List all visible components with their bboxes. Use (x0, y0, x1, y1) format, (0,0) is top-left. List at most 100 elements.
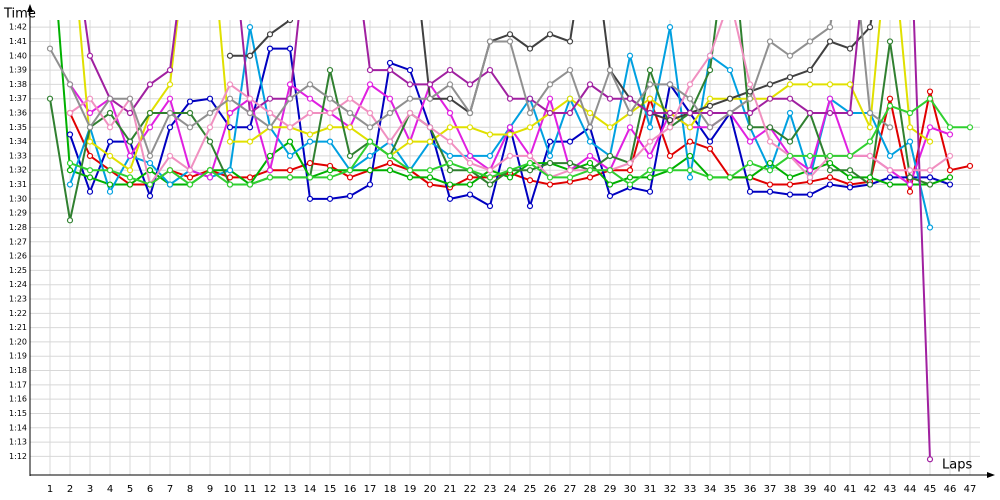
lap-marker (286, 45, 294, 52)
x-tick-label: 21 (444, 484, 457, 495)
x-tick-label: 27 (564, 484, 577, 495)
lap-marker (186, 109, 194, 117)
lap-marker (686, 109, 694, 117)
lap-marker (226, 174, 234, 181)
lap-marker (386, 95, 394, 102)
lap-marker (286, 95, 294, 102)
lap-marker (86, 124, 94, 131)
lap-marker (606, 192, 614, 200)
lap-marker (806, 174, 814, 181)
lap-marker (566, 95, 574, 102)
lap-marker (106, 95, 114, 102)
x-tick-label: 46 (944, 484, 957, 495)
lap-marker (686, 152, 694, 160)
lap-marker (326, 109, 334, 117)
lap-marker (366, 138, 374, 145)
lap-marker (386, 167, 394, 174)
x-tick-label: 28 (584, 484, 597, 495)
lap-marker (546, 174, 554, 181)
lap-marker (786, 138, 794, 145)
lap-marker (226, 81, 234, 88)
lap-marker (506, 131, 514, 138)
lap-marker (446, 81, 454, 88)
lap-marker (106, 167, 114, 174)
lap-marker (446, 181, 454, 188)
lap-marker (666, 167, 674, 174)
x-tick-label: 40 (824, 484, 837, 495)
lap-marker (326, 167, 334, 174)
lap-marker (506, 31, 514, 38)
lap-marker (146, 81, 154, 88)
lap-marker (466, 174, 474, 181)
lap-marker (686, 95, 694, 102)
lap-marker (666, 152, 674, 160)
lap-marker (346, 109, 354, 117)
lap-marker (146, 167, 154, 174)
lap-marker (166, 66, 174, 74)
x-tick-label: 6 (147, 484, 153, 495)
lap-marker (106, 138, 114, 145)
lap-marker (426, 124, 434, 131)
y-tick-label: 1:32 (9, 166, 27, 175)
lap-marker (806, 109, 814, 117)
x-axis-arrow (987, 472, 995, 478)
lap-marker (286, 124, 294, 131)
x-tick-label: 9 (207, 484, 213, 495)
lap-marker (486, 66, 494, 74)
lap-marker (306, 95, 314, 102)
lap-marker (646, 81, 654, 88)
y-tick-label: 1:29 (9, 209, 27, 218)
lap-marker (966, 162, 974, 170)
x-tick-label: 35 (724, 484, 737, 495)
lap-marker (646, 95, 654, 102)
lap-marker (666, 124, 674, 131)
x-tick-label: 37 (764, 484, 777, 495)
lap-marker (806, 81, 814, 88)
lap-marker (126, 152, 134, 160)
lap-marker (546, 109, 554, 117)
lap-marker (446, 95, 454, 102)
lap-marker (186, 181, 194, 188)
lap-marker (326, 66, 334, 74)
lap-marker (586, 152, 594, 160)
lap-marker (426, 181, 434, 188)
x-tick-label: 24 (504, 484, 517, 495)
lap-marker (966, 124, 974, 131)
lap-marker (86, 152, 94, 160)
lap-marker (866, 138, 874, 145)
lap-marker (606, 124, 614, 131)
lap-marker (66, 181, 74, 188)
x-tick-label: 11 (244, 484, 257, 495)
lap-marker (266, 31, 274, 38)
lap-marker (426, 167, 434, 174)
x-tick-label: 5 (127, 484, 133, 495)
x-tick-label: 47 (964, 484, 977, 495)
y-tick-label: 1:37 (9, 94, 27, 103)
lap-marker (806, 167, 814, 174)
lap-marker (366, 152, 374, 160)
lap-marker (466, 109, 474, 117)
lap-marker (706, 174, 714, 181)
lap-marker (446, 138, 454, 145)
lap-marker (166, 181, 174, 188)
lap-marker (386, 138, 394, 145)
lap-marker (66, 109, 74, 117)
lap-marker (106, 109, 114, 117)
lap-marker (706, 145, 714, 152)
lap-marker (786, 74, 794, 81)
lap-marker (246, 181, 254, 188)
lap-marker (626, 109, 634, 117)
lap-marker (526, 109, 534, 117)
lap-marker (886, 174, 894, 181)
x-tick-label: 15 (324, 484, 337, 495)
lap-marker (386, 66, 394, 74)
lap-marker (406, 95, 414, 102)
lap-marker (446, 159, 454, 167)
lap-marker (386, 59, 394, 67)
lap-marker (446, 167, 454, 174)
lap-marker (686, 124, 694, 131)
lap-marker (66, 81, 74, 88)
lap-marker (366, 66, 374, 74)
y-tick-label: 1:15 (9, 409, 27, 418)
